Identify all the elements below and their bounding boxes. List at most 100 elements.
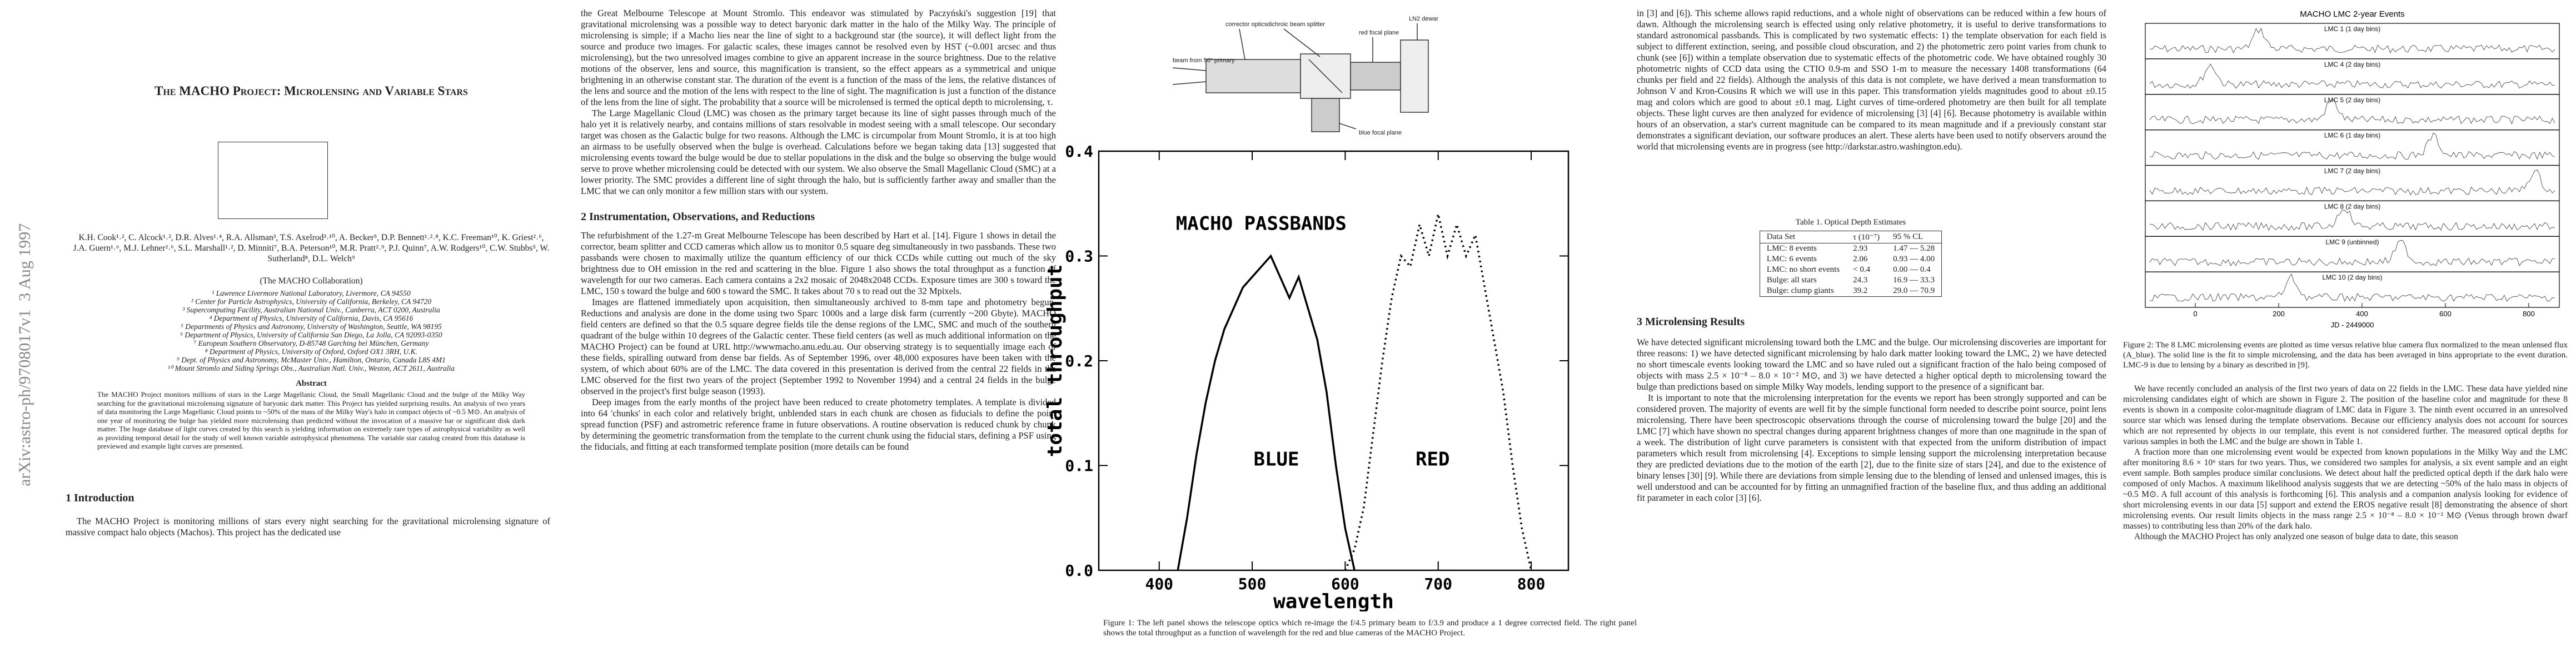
- abstract: The MACHO Project monitors millions of s…: [97, 390, 525, 450]
- passband-chart: 0.0 0.1 0.2 0.3 0.4 400 500 600 700 800 wavelength…: [1045, 142, 1569, 611]
- red-camera: [1350, 62, 1401, 91]
- paragraph-text: in [3] and [6]). This scheme allows rapi…: [1637, 8, 2106, 152]
- light-curve: [2149, 28, 2555, 53]
- series-line: [1177, 254, 1356, 571]
- x-tick-label: 800: [1517, 575, 1546, 593]
- paragraph: The refurbishment of the 1.27-m Great Me…: [581, 230, 1056, 296]
- affiliation: ² Center for Particle Astrophysics, Univ…: [191, 297, 432, 306]
- y-tick-label: 0.0: [1065, 561, 1093, 580]
- paper-title: The MACHO Project: Microlensing and Vari…: [155, 84, 468, 98]
- x-tick-label: 200: [2273, 310, 2285, 318]
- panel-label: LMC 8 (2 day bins): [2324, 202, 2380, 210]
- x-tick-label: 400: [1145, 575, 1173, 593]
- y-axis-label: total throughput: [1045, 265, 1067, 457]
- x-tick-label: 600: [2439, 310, 2452, 318]
- paragraph: It is important to note that the microle…: [1637, 392, 2106, 503]
- leader: [1339, 123, 1357, 130]
- diagram-label: beam from 50" primary: [1173, 57, 1235, 64]
- paragraph: We have recently concluded an analysis o…: [2123, 384, 2568, 446]
- table-cell: 2.06: [1853, 255, 1868, 263]
- light-curve: [2149, 273, 2555, 302]
- table-cell: 16.9 — 33.3: [1893, 276, 1935, 285]
- table-cell: 39.2: [1853, 286, 1868, 295]
- table-cell: LMC: 6 events: [1766, 255, 1817, 263]
- placeholder-box: [218, 142, 328, 219]
- table-row: LMC: 8 events 2.93 1.47 — 5.28: [1760, 243, 1941, 255]
- y-tick-label: 0.1: [1065, 457, 1093, 475]
- table-body: LMC: 8 events 2.93 1.47 — 5.28 LMC: 6 event…: [1760, 243, 1941, 297]
- x-tick-label: 600: [1331, 575, 1359, 593]
- series-label: BLUE: [1254, 449, 1299, 471]
- y-tick-label: 0.2: [1065, 352, 1093, 370]
- paragraph: We have detected significant microlensin…: [1637, 337, 2106, 392]
- table-caption: Table 1. Optical Depth Estimates: [1795, 218, 1906, 227]
- figure-caption: Figure 1: The left panel shows the teles…: [1103, 619, 1637, 638]
- table-cell: 2.93: [1853, 244, 1868, 253]
- leader: [1239, 28, 1245, 60]
- diagram-label: red focal plane: [1359, 29, 1399, 36]
- header-cell: 95 % CL: [1893, 232, 1924, 241]
- figure-caption: Figure 2: The 8 LMC microlensing events …: [2123, 341, 2568, 370]
- table-cell: 24.3: [1853, 276, 1868, 285]
- table-cell: Bulge: clump giants: [1766, 286, 1834, 295]
- tube: [1205, 59, 1301, 93]
- text-column: We have recently concluded an analysis o…: [2123, 384, 2568, 542]
- paragraph: The Large Magellanic Cloud (LMC) was cho…: [581, 108, 1056, 196]
- table-row: LMC: 6 events 2.06 0.93 — 4.00: [1760, 254, 1941, 265]
- text-column: We have detected significant microlensin…: [1637, 337, 2106, 504]
- table-header: Data Set τ (10⁻⁷) 95 % CL: [1760, 231, 1942, 243]
- table-row: Bulge: all stars 24.3 16.9 — 33.3: [1760, 275, 1941, 286]
- table-cell: 0.93 — 4.00: [1893, 255, 1935, 263]
- authors: K.H. Cook¹˒², C. Alcock¹˒², D.R. Alves¹˒…: [73, 233, 550, 263]
- table-cell: LMC: 8 events: [1766, 244, 1817, 253]
- affiliation: ⁹ Dept. of Physics and Astronomy, McMast…: [177, 356, 446, 364]
- paragraph: Images are flattened immediately upon ac…: [581, 297, 1056, 396]
- affiliation: ¹⁰ Mount Stromlo and Siding Springs Obs.…: [167, 364, 455, 372]
- paragraph: Deep images from the early months of the…: [581, 397, 1056, 452]
- paragraph: Although the MACHO Project has only anal…: [2134, 532, 2458, 541]
- light-curve: [2149, 210, 2555, 231]
- beam: [1173, 67, 1207, 85]
- panel-label: LMC 6 (1 day bins): [2324, 132, 2380, 140]
- blue-camera: [1311, 98, 1340, 132]
- paragraph: in [3] and [6]). This scheme allows rapi…: [1637, 8, 2106, 152]
- affiliations: ¹ Lawrence Livermore National Laboratory…: [72, 289, 550, 372]
- figure-title: MACHO LMC 2-year Events: [2300, 9, 2404, 19]
- affiliation: ⁵ Departments of Physics and Astronomy, …: [181, 322, 442, 331]
- table-row: LMC: no short events < 0.4 0.00 — 0.4: [1760, 265, 1941, 275]
- affiliation: ⁴ Department of Physics, University of C…: [209, 314, 413, 322]
- series-label: RED: [1416, 449, 1449, 471]
- x-tick-label: 800: [2523, 310, 2535, 318]
- chart-title: MACHO PASSBANDS: [1176, 212, 1347, 235]
- x-tick-label: 700: [1424, 575, 1452, 593]
- x-axis-label: wavelength: [1273, 590, 1394, 611]
- y-tick-label: 0.4: [1065, 142, 1093, 161]
- light-curves-figure: MACHO LMC 2-year Events LMC 1 (1 day bins…: [2145, 9, 2560, 329]
- affiliation: ⁸ Department of Physics, University of O…: [205, 347, 417, 356]
- section-heading: 2 Instrumentation, Observations, and Red…: [581, 211, 815, 223]
- paragraph-text: The MACHO Project is monitoring millions…: [66, 516, 550, 537]
- table-cell: < 0.4: [1853, 265, 1871, 274]
- paragraph: the Great Melbourne Telescope at Mount S…: [581, 8, 1056, 107]
- affiliation: ¹ Lawrence Livermore National Laboratory…: [212, 289, 411, 297]
- x-tick-label: 500: [1238, 575, 1267, 593]
- dichroic: [1308, 59, 1343, 93]
- diagram-label: dichroic beam splitter: [1267, 21, 1325, 28]
- panel-frame: [2145, 271, 2560, 308]
- collaboration: (The MACHO Collaboration): [260, 276, 363, 286]
- light-curve: [2149, 99, 2555, 125]
- affiliation: ³ Supercomputing Facility, Australian Na…: [182, 306, 440, 314]
- table-cell: 0.00 — 0.4: [1893, 265, 1931, 274]
- panel-label: LMC 5 (2 day bins): [2324, 96, 2380, 104]
- light-curve: [2149, 63, 2555, 89]
- table-row: Bulge: clump giants 39.2 29.0 — 70.9: [1760, 286, 1941, 297]
- x-axis-label: JD - 2449000: [2330, 321, 2374, 329]
- table: Data Set τ (10⁻⁷) 95 % CL LMC: 8 events 2…: [1759, 231, 1942, 297]
- dewar: [1400, 39, 1429, 113]
- affiliation: ⁷ European Southern Observatory, D-85748…: [193, 339, 429, 347]
- light-curve: [2149, 169, 2555, 196]
- light-curve: [2149, 240, 2555, 266]
- panel-label: LMC 1 (1 day bins): [2324, 25, 2380, 33]
- y-tick-label: 0.3: [1065, 247, 1093, 266]
